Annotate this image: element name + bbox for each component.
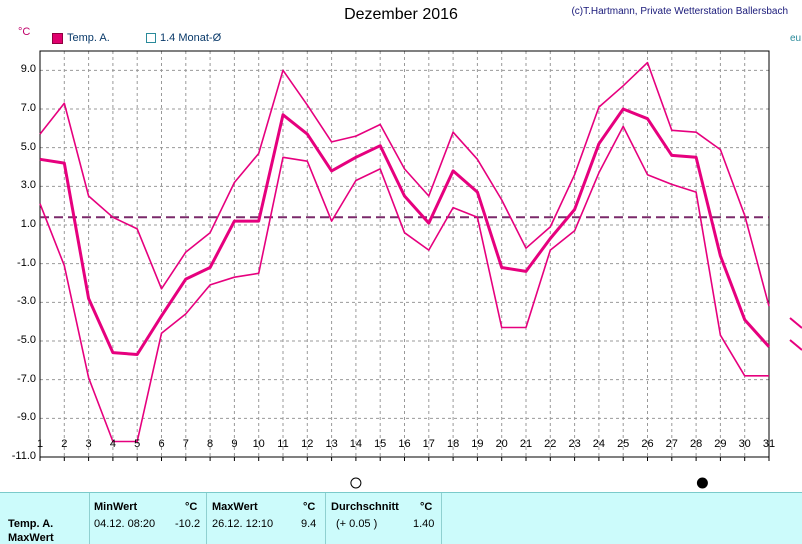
x-tick-label: 16 xyxy=(395,438,415,450)
x-tick-label: 21 xyxy=(516,438,536,450)
stats-row-label: Temp. A. xyxy=(8,518,53,530)
legend-swatch-filled xyxy=(52,33,63,44)
x-tick-label: 29 xyxy=(710,438,730,450)
x-tick-label: 6 xyxy=(152,438,172,450)
stats-row-label-2: MaxWert xyxy=(8,532,54,544)
x-tick-label: 3 xyxy=(79,438,99,450)
y-tick-label: 1.0 xyxy=(2,218,36,230)
y-tick-label: -3.0 xyxy=(2,295,36,307)
x-tick-label: 13 xyxy=(322,438,342,450)
x-tick-label: 2 xyxy=(54,438,74,450)
filled-circle-marker xyxy=(697,478,707,488)
max-datetime: 26.12. 12:10 xyxy=(212,518,273,530)
y-tick-label: 3.0 xyxy=(2,179,36,191)
min-unit: °C xyxy=(185,501,197,513)
stats-panel: Temp. A. MaxWert MinWert °C 04.12. 08:20… xyxy=(0,492,802,544)
x-tick-label: 1 xyxy=(30,438,50,450)
x-tick-label: 24 xyxy=(589,438,609,450)
min-header: MinWert xyxy=(94,501,137,513)
x-tick-label: 10 xyxy=(249,438,269,450)
x-tick-label: 17 xyxy=(419,438,439,450)
x-tick-label: 26 xyxy=(638,438,658,450)
y-unit-label: °C xyxy=(18,26,30,38)
y-tick-label: 5.0 xyxy=(2,141,36,153)
y-tick-label: -7.0 xyxy=(2,373,36,385)
chart-grid xyxy=(40,51,769,461)
x-tick-label: 5 xyxy=(127,438,147,450)
right-edge-fragment xyxy=(790,318,802,328)
x-tick-label: 12 xyxy=(297,438,317,450)
x-tick-label: 20 xyxy=(492,438,512,450)
x-tick-label: 22 xyxy=(540,438,560,450)
x-tick-label: 14 xyxy=(346,438,366,450)
right-axis-fragment: eu xyxy=(790,33,801,44)
y-tick-label: 7.0 xyxy=(2,102,36,114)
x-tick-label: 23 xyxy=(565,438,585,450)
avg-value: 1.40 xyxy=(413,518,434,530)
legend-temp[interactable]: Temp. A. xyxy=(52,32,110,44)
right-edge-fragment xyxy=(790,340,802,350)
x-tick-label: 7 xyxy=(176,438,196,450)
x-tick-label: 31 xyxy=(759,438,779,450)
legend-average[interactable]: 1.4 Monat-Ø xyxy=(146,32,221,44)
avg-delta: (+ 0.05 ) xyxy=(336,518,377,530)
min-value: -10.2 xyxy=(175,518,200,530)
y-tick-label: -9.0 xyxy=(2,411,36,423)
open-circle-marker xyxy=(351,478,361,488)
avg-header: Durchschnitt xyxy=(331,501,399,513)
x-tick-label: 27 xyxy=(662,438,682,450)
y-tick-label: 9.0 xyxy=(2,63,36,75)
legend-label-temp: Temp. A. xyxy=(67,32,110,44)
legend-label-average: 1.4 Monat-Ø xyxy=(160,32,221,44)
x-tick-label: 30 xyxy=(735,438,755,450)
x-tick-label: 8 xyxy=(200,438,220,450)
y-tick-label: -11.0 xyxy=(2,450,36,462)
x-tick-label: 25 xyxy=(613,438,633,450)
max-header: MaxWert xyxy=(212,501,258,513)
x-tick-label: 19 xyxy=(467,438,487,450)
max-value: 9.4 xyxy=(301,518,316,530)
x-tick-label: 9 xyxy=(224,438,244,450)
min-datetime: 04.12. 08:20 xyxy=(94,518,155,530)
max-unit: °C xyxy=(303,501,315,513)
temperature-chart xyxy=(0,0,802,492)
x-tick-label: 18 xyxy=(443,438,463,450)
x-tick-label: 28 xyxy=(686,438,706,450)
x-tick-label: 4 xyxy=(103,438,123,450)
x-tick-label: 11 xyxy=(273,438,293,450)
y-tick-label: -5.0 xyxy=(2,334,36,346)
legend-swatch-outline xyxy=(146,33,156,43)
avg-unit: °C xyxy=(420,501,432,513)
credit-text: (c)T.Hartmann, Private Wetterstation Bal… xyxy=(571,6,788,17)
x-tick-label: 15 xyxy=(370,438,390,450)
y-tick-label: -1.0 xyxy=(2,257,36,269)
